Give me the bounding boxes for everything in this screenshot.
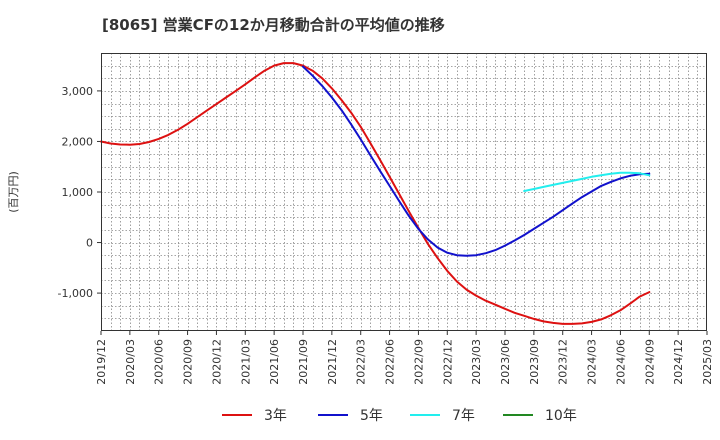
- x-tick-label: 2020/12: [210, 339, 223, 385]
- y-tick-label: -1,000: [58, 287, 93, 300]
- axis-layer: 3,000 2,000 1,000 0 -1,000 2019/12 2020/03 2020…: [58, 85, 714, 385]
- x-tick-label: 2021/12: [326, 339, 339, 385]
- plot-area: [101, 53, 707, 331]
- x-tick-label: 2024/06: [614, 339, 627, 385]
- x-tick-label: 2021/06: [268, 339, 281, 385]
- y-tick-label: 2,000: [62, 135, 94, 148]
- x-tick-label: 2024/12: [672, 339, 685, 385]
- x-tick-label: 2023/09: [528, 339, 541, 385]
- legend-label: 3年: [264, 408, 287, 424]
- x-tick-label: 2022/09: [412, 339, 425, 385]
- y-axis-label: (百万円): [7, 171, 20, 213]
- x-tick-label: 2024/09: [643, 339, 656, 385]
- plot-border: [101, 53, 707, 331]
- x-tick-label: 2021/09: [297, 339, 310, 385]
- x-tick-label: 2024/03: [586, 339, 599, 385]
- x-tick-label: 2021/03: [239, 339, 252, 385]
- series-line: [302, 65, 651, 257]
- series-line: [523, 171, 651, 192]
- x-tick-label: 2020/09: [182, 339, 195, 385]
- grid-layer: [101, 53, 707, 331]
- y-tick-label: 0: [86, 237, 93, 250]
- x-tick-label: 2019/12: [95, 339, 108, 385]
- x-tick-label: 2023/03: [470, 339, 483, 385]
- legend-label: 5年: [360, 408, 383, 424]
- x-tick-label: 2022/03: [355, 339, 368, 385]
- x-tick-label: 2025/03: [701, 339, 714, 385]
- x-tick-label: 2023/12: [557, 339, 570, 385]
- x-tick-label: 2022/12: [441, 339, 454, 385]
- legend-label: 10年: [545, 408, 577, 424]
- x-tick-label: 2020/03: [124, 339, 137, 385]
- y-tick-label: 3,000: [62, 85, 94, 98]
- legend-label: 7年: [452, 408, 475, 424]
- x-tick-label: 2020/06: [153, 339, 166, 385]
- series-layer: [100, 62, 651, 325]
- x-tick-label: 2022/06: [384, 339, 397, 385]
- y-tick-label: 1,000: [62, 186, 94, 199]
- legend: 3年 5年 7年 10年: [222, 408, 577, 424]
- chart-title: [8065] 営業CFの12か月移動合計の平均値の推移: [102, 16, 445, 34]
- x-tick-label: 2023/06: [499, 339, 512, 385]
- series-line: [100, 62, 651, 325]
